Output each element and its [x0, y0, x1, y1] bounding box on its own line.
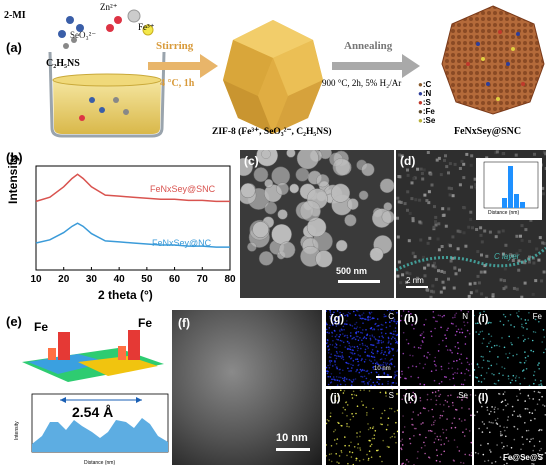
scalebar-g-text: 10 nm — [374, 366, 391, 372]
y-axis-label: Intensity — [6, 154, 20, 204]
panel-d-hrtem: (d) Distance (nm) C layer 2 nm — [396, 150, 546, 298]
panel-e-label: (e) — [6, 314, 22, 329]
map-c-label: (g) — [330, 313, 345, 325]
x-tick-label: 30 — [86, 274, 98, 285]
profile-y-label: Intensity — [14, 421, 20, 440]
step1-label: Stirring — [156, 40, 194, 52]
map-n-label: (h) — [404, 313, 419, 325]
map-se-label: (k) — [404, 392, 418, 404]
x-tick-label: 10 — [30, 274, 42, 285]
stirring-arrow — [148, 54, 218, 78]
c-layer-annotation: C layer — [494, 252, 520, 261]
scalebar-f — [276, 448, 310, 451]
surface-plot — [22, 330, 164, 382]
scalebar-d-text: 2 nm — [406, 276, 424, 285]
reagent-seo3: SeO₃²⁻ — [70, 30, 97, 40]
beaker-illustration — [48, 9, 166, 138]
series-label-snc: FeNxSey@SNC — [150, 184, 216, 194]
legend-item-se: ●:Se — [418, 116, 436, 125]
product-label: FeNxSey@SNC — [454, 126, 522, 137]
fe-right-label: Fe — [138, 316, 153, 330]
map-se-element: Se — [458, 391, 468, 400]
profile-x-label: Distance (nm) — [84, 460, 116, 466]
fe-left-label: Fe — [34, 320, 49, 334]
series-label-nc: FeNxSey@NC — [152, 238, 212, 248]
map-overlay: (l) Fe@Se@S — [474, 389, 546, 465]
scalebar-d — [406, 286, 428, 288]
map-se: (k) Se — [400, 389, 472, 465]
product-particle — [441, 5, 545, 115]
scalebar-g — [376, 376, 392, 378]
series-line-0 — [35, 173, 230, 203]
step2-label: Annealing — [344, 40, 393, 52]
line-profile-chart — [31, 393, 169, 453]
distance-label: 2.54 Å — [72, 404, 114, 420]
zif8-label: ZIF-8 (Fe³⁺, SeO₃²⁻, C₂H₅NS) — [212, 127, 332, 137]
map-fe: (i) Fe — [474, 310, 546, 386]
legend-item-c: ●:C — [418, 80, 432, 89]
inset-axis-label: Distance (nm) — [488, 210, 520, 216]
x-tick-label: 20 — [58, 274, 70, 285]
panel-f-haadf: (f) 10 nm — [172, 310, 322, 465]
reagent-zn: Zn²⁺ — [100, 2, 118, 12]
map-n: (h) N — [400, 310, 472, 386]
map-s: (j) S — [326, 389, 398, 465]
panel-a-label: (a) — [6, 40, 22, 55]
xrd-chart: 10 20 30 40 50 60 70 80 — [30, 165, 236, 285]
inset-histogram: Distance (nm) — [476, 158, 542, 220]
step1-conditions: 4 °C, 1h — [160, 78, 195, 89]
legend-item-n: ●:N — [418, 89, 432, 98]
x-tick-label: 80 — [224, 274, 236, 285]
reagent-c2h5ns: C₂H₅NS — [46, 58, 80, 69]
map-n-element: N — [462, 312, 468, 321]
step2-conditions: 900 °C, 2h, 5% H₂/Ar — [322, 78, 402, 88]
x-tick-label: 50 — [141, 274, 153, 285]
legend-item-fe: ●:Fe — [418, 107, 435, 116]
hrtem-texture — [396, 150, 546, 298]
zif8-polyhedron — [223, 20, 323, 134]
panel-c-label: (c) — [244, 154, 259, 168]
map-c: (g) C — [326, 310, 398, 386]
map-overlay-label: (l) — [478, 392, 489, 404]
x-tick-label: 40 — [114, 274, 126, 285]
reagent-2mi: 2-MI — [4, 10, 26, 21]
panel-c-sem: (c) 500 nm — [240, 150, 394, 298]
x-tick-label: 70 — [197, 274, 209, 285]
map-overlay-element: Fe@Se@S — [502, 453, 543, 462]
annealing-arrow — [332, 54, 420, 78]
map-c-element: C — [388, 312, 394, 321]
legend-item-s: ●:S — [418, 98, 431, 107]
series-line-1 — [35, 222, 230, 248]
plot-frame — [35, 165, 231, 271]
scalebar-f-text: 10 nm — [276, 432, 308, 444]
reagent-fe: Fe³⁺ — [138, 22, 155, 32]
scalebar-c-text: 500 nm — [336, 266, 368, 276]
x-axis-label: 2 theta (°) — [98, 288, 153, 302]
sem-texture — [240, 150, 394, 268]
panel-f-label: (f) — [178, 316, 190, 330]
scalebar-c — [338, 280, 380, 283]
x-tick-label: 60 — [169, 274, 181, 285]
map-s-element: S — [388, 391, 394, 400]
panel-d-label: (d) — [400, 154, 416, 168]
map-s-label: (j) — [330, 392, 341, 404]
map-fe-element: Fe — [532, 312, 542, 321]
panel-b-label: (b) — [6, 150, 23, 165]
map-fe-label: (i) — [478, 313, 489, 325]
